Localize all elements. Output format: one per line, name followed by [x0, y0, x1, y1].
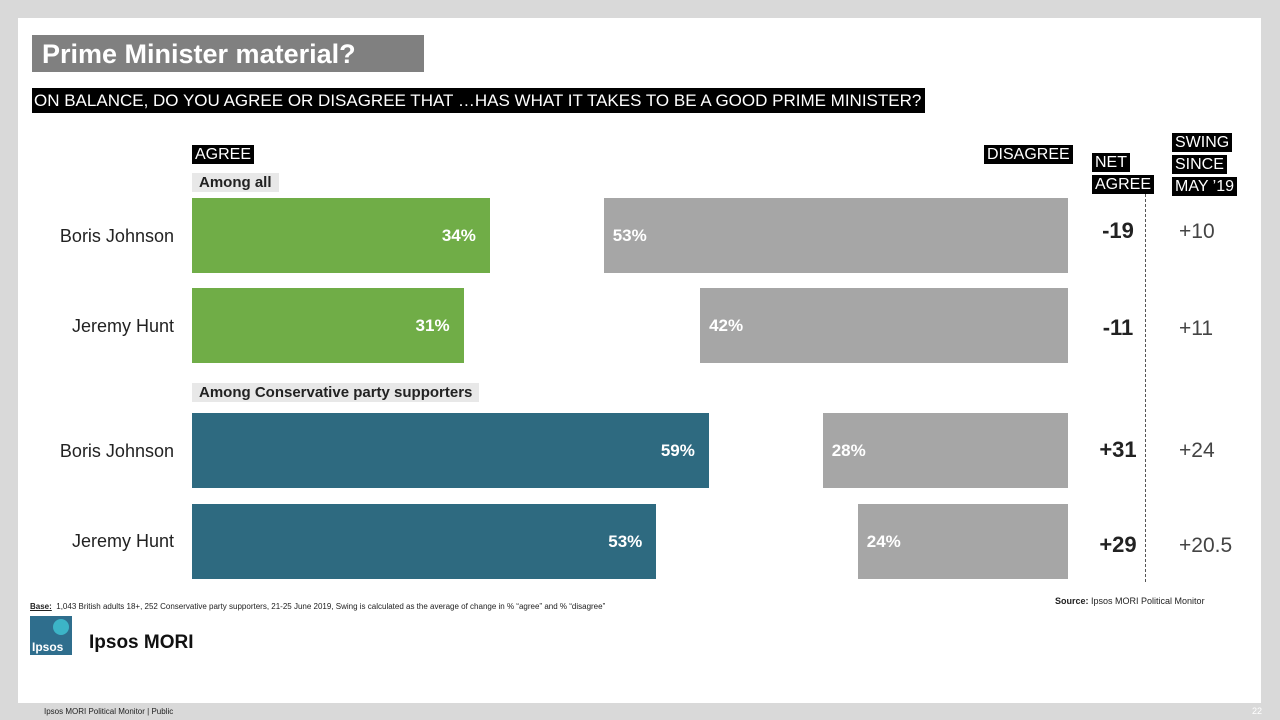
title-background	[32, 35, 424, 72]
agree-bar	[192, 288, 464, 363]
base-note: Base: 1,043 British adults 18+, 252 Cons…	[30, 602, 605, 611]
disagree-header: DISAGREE	[984, 145, 1073, 164]
footer-text: Ipsos MORI Political Monitor | Public	[44, 707, 174, 716]
disagree-bar	[857, 504, 1068, 579]
page-title: Prime Minister material?	[42, 39, 356, 69]
row-name: Jeremy Hunt	[71, 316, 174, 336]
disagree-bar	[822, 413, 1068, 488]
swing-header: SWING SINCE MAY ’19	[1172, 133, 1237, 196]
net-agree-header: NET AGREE	[1092, 153, 1155, 194]
swing-header-line: SINCE	[1172, 155, 1227, 174]
net-header-line: AGREE	[1092, 175, 1155, 194]
dashed-divider	[1145, 194, 1146, 582]
row-name: Boris Johnson	[59, 441, 174, 461]
net-agree-value: -19	[1102, 218, 1134, 243]
swing-header-line: SWING	[1172, 133, 1233, 152]
net-agree-value: +31	[1099, 437, 1137, 462]
source-label: Source:	[1055, 596, 1089, 606]
disagree-value-label: 24%	[866, 531, 901, 551]
group-label-all: Among all	[192, 173, 279, 192]
agree-value-label: 31%	[415, 315, 450, 335]
page-number: 22	[1252, 706, 1263, 716]
agree-value-label: 59%	[660, 440, 695, 460]
base-text: 1,043 British adults 18+, 252 Conservati…	[56, 602, 606, 611]
source-note: Source: Ipsos MORI Political Monitor	[1055, 596, 1205, 606]
row-name: Jeremy Hunt	[71, 531, 174, 551]
agree-value-label: 53%	[608, 531, 643, 551]
swing-value: +11	[1179, 317, 1214, 340]
base-label: Base:	[30, 602, 52, 611]
disagree-value-label: 53%	[612, 225, 647, 245]
agree-header: AGREE	[192, 145, 255, 164]
brand-name: Ipsos MORI	[89, 632, 194, 653]
net-agree-value: +29	[1099, 532, 1137, 557]
logo-text: Ipsos	[32, 640, 64, 654]
disagree-value-label: 28%	[831, 440, 866, 460]
agree-bar	[192, 198, 490, 273]
group-label-conservative: Among Conservative party supporters	[192, 383, 480, 402]
agree-bar	[192, 504, 657, 579]
source-text: Ipsos MORI Political Monitor	[1091, 596, 1205, 606]
swing-value: +24	[1179, 439, 1215, 462]
agree-value-label: 34%	[441, 225, 476, 245]
net-header-line: NET	[1092, 153, 1130, 172]
logo-circle-icon	[53, 619, 69, 635]
net-agree-value: -11	[1102, 315, 1134, 340]
disagree-bar	[603, 198, 1068, 273]
swing-value: +20.5	[1179, 534, 1233, 557]
agree-bar	[192, 413, 709, 488]
disagree-bar	[700, 288, 1068, 363]
disagree-value-label: 42%	[709, 315, 744, 335]
swing-value: +10	[1179, 220, 1215, 243]
swing-header-line: MAY ’19	[1172, 177, 1237, 196]
question-text: ON BALANCE, DO YOU AGREE OR DISAGREE THA…	[32, 88, 926, 113]
row-name: Boris Johnson	[59, 226, 174, 246]
